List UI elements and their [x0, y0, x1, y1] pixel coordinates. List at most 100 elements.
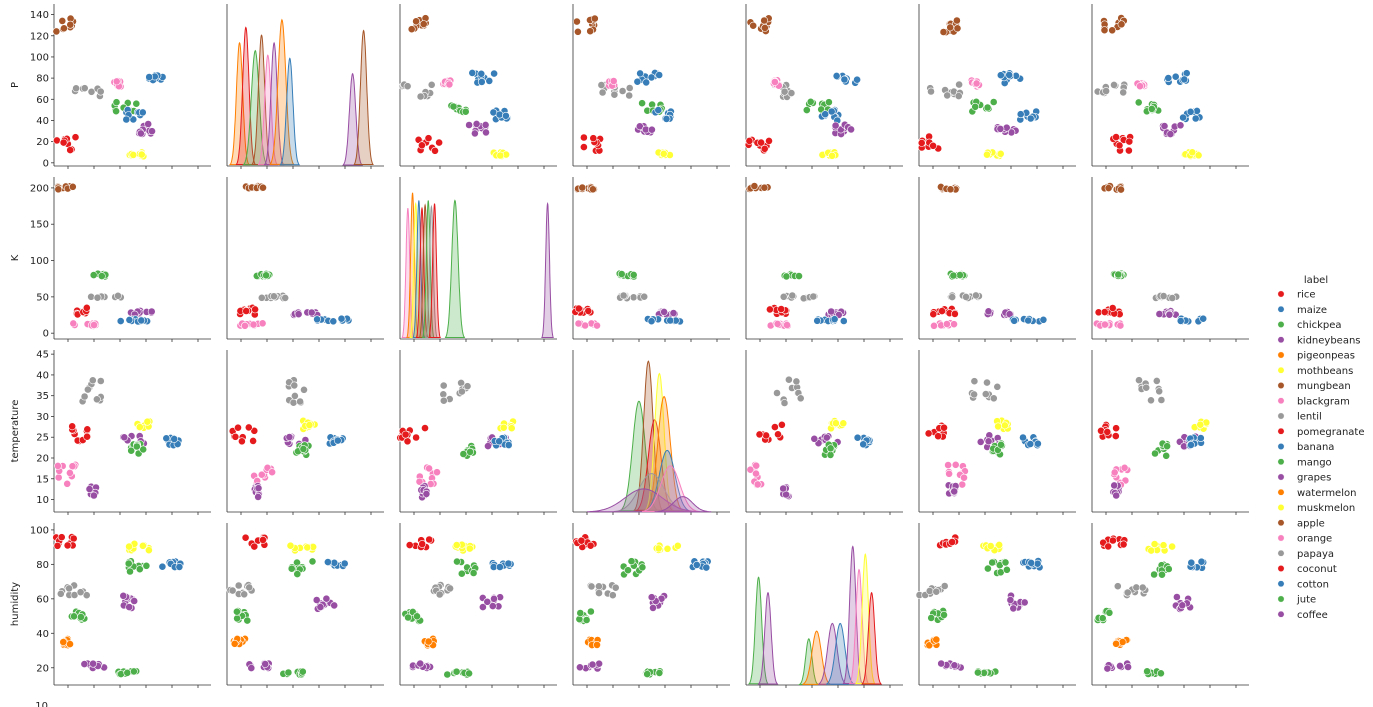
next-row-partial-tick: 10 — [35, 701, 48, 707]
scatter-point — [777, 305, 786, 313]
scatter-point — [929, 310, 938, 319]
scatter-point — [760, 16, 769, 25]
scatter-point — [1119, 540, 1128, 549]
scatter-point — [580, 133, 588, 142]
scatter-point — [995, 541, 1004, 549]
scatter-point — [574, 304, 583, 313]
kde-curve — [424, 204, 438, 338]
scatter-point — [1136, 82, 1144, 91]
scatter-point — [472, 120, 481, 128]
scatter-point — [702, 563, 711, 572]
scatter-point — [1010, 316, 1019, 325]
scatter-point — [597, 81, 606, 89]
scatter-point — [112, 107, 120, 116]
panel-P-vs-P — [226, 4, 384, 169]
legend-marker — [1277, 397, 1285, 405]
scatter-point — [1117, 185, 1125, 194]
scatter-point — [1150, 540, 1159, 548]
scatter-point — [780, 87, 789, 96]
scatter-point — [780, 399, 789, 407]
scatter-point — [403, 437, 412, 446]
scatter-point — [972, 79, 981, 88]
legend-label: maize — [1297, 305, 1327, 316]
scatter-point — [749, 21, 758, 30]
scatter-point — [595, 589, 603, 597]
scatter-point — [112, 98, 121, 107]
scatter-point — [439, 381, 448, 390]
legend-item-mango: mango — [1277, 457, 1332, 468]
legend-item-watermelon: watermelon — [1277, 488, 1356, 499]
scatter-point — [139, 445, 148, 454]
scatter-point — [810, 434, 819, 443]
y-tick-label: 20 — [36, 663, 49, 674]
scatter-point — [1100, 26, 1109, 35]
scatter-point — [587, 582, 596, 591]
scatter-point — [996, 124, 1005, 133]
scatter-point — [1101, 320, 1109, 329]
scatter-point — [1159, 541, 1168, 550]
scatter-point — [825, 98, 833, 107]
scatter-point — [760, 144, 769, 153]
scatter-point — [983, 103, 992, 112]
scatter-point — [996, 71, 1005, 80]
scatter-point — [298, 667, 307, 676]
legend-label: mungbean — [1297, 381, 1351, 392]
scatter-point — [1196, 434, 1205, 442]
scatter-point — [1143, 667, 1151, 676]
scatter-point — [1179, 113, 1187, 122]
scatter-point — [424, 637, 433, 646]
scatter-point — [595, 659, 603, 668]
scatter-point — [647, 593, 656, 602]
scatter-point — [125, 603, 134, 611]
scatter-point — [52, 27, 61, 36]
panel-P-vs-rainfall — [1091, 4, 1249, 169]
scatter-point — [504, 559, 513, 568]
scatter-point — [831, 121, 840, 130]
panel-K-vs-ph — [918, 177, 1076, 342]
scatter-point — [80, 84, 89, 93]
scatter-point — [953, 16, 961, 25]
kde-curve — [257, 54, 279, 166]
scatter-point — [839, 317, 848, 325]
legend-marker — [1277, 321, 1285, 328]
panel-humidity-vs-K — [399, 523, 557, 688]
legend-marker — [1277, 534, 1285, 542]
scatter-point — [144, 120, 153, 128]
scatter-point — [1115, 141, 1124, 150]
scatter-point — [449, 102, 458, 111]
scatter-point — [233, 614, 241, 623]
legend-items: rice maize chickpea kidneybeans pigeonpeas mo… — [1277, 290, 1365, 621]
legend-marker — [1277, 473, 1285, 481]
scatter-point — [53, 541, 62, 550]
panel-temperature-vs-ph — [918, 350, 1076, 515]
scatter-point — [269, 292, 278, 301]
scatter-point — [666, 316, 675, 325]
scatter-point — [132, 99, 141, 108]
scatter-point — [946, 185, 955, 194]
scatter-point — [782, 272, 791, 281]
legend-label: grapes — [1297, 473, 1331, 484]
panel-humidity-vs-P — [226, 523, 384, 688]
scatter-point — [984, 307, 993, 316]
scatter-point — [259, 536, 267, 544]
scatter-point — [312, 596, 321, 604]
scatter-point — [1112, 491, 1121, 500]
scatter-point — [88, 376, 97, 385]
legend-marker — [1277, 519, 1285, 527]
y-tick-label: 100 — [30, 52, 49, 63]
legend-item-orange: orange — [1277, 534, 1332, 545]
kde-curve — [757, 591, 779, 685]
scatter-point — [578, 183, 587, 192]
scatter-point — [832, 419, 840, 428]
legend-marker — [1277, 336, 1285, 344]
scatter-point — [945, 469, 953, 478]
scatter-point — [1176, 121, 1185, 130]
scatter-point — [753, 480, 762, 489]
scatter-point — [296, 397, 304, 406]
legend-label: banana — [1297, 442, 1334, 453]
scatter-point — [774, 430, 782, 439]
scatter-point — [249, 320, 258, 329]
scatter-point — [1003, 565, 1011, 574]
legend-label: papaya — [1297, 549, 1334, 560]
scatter-point — [792, 377, 801, 386]
